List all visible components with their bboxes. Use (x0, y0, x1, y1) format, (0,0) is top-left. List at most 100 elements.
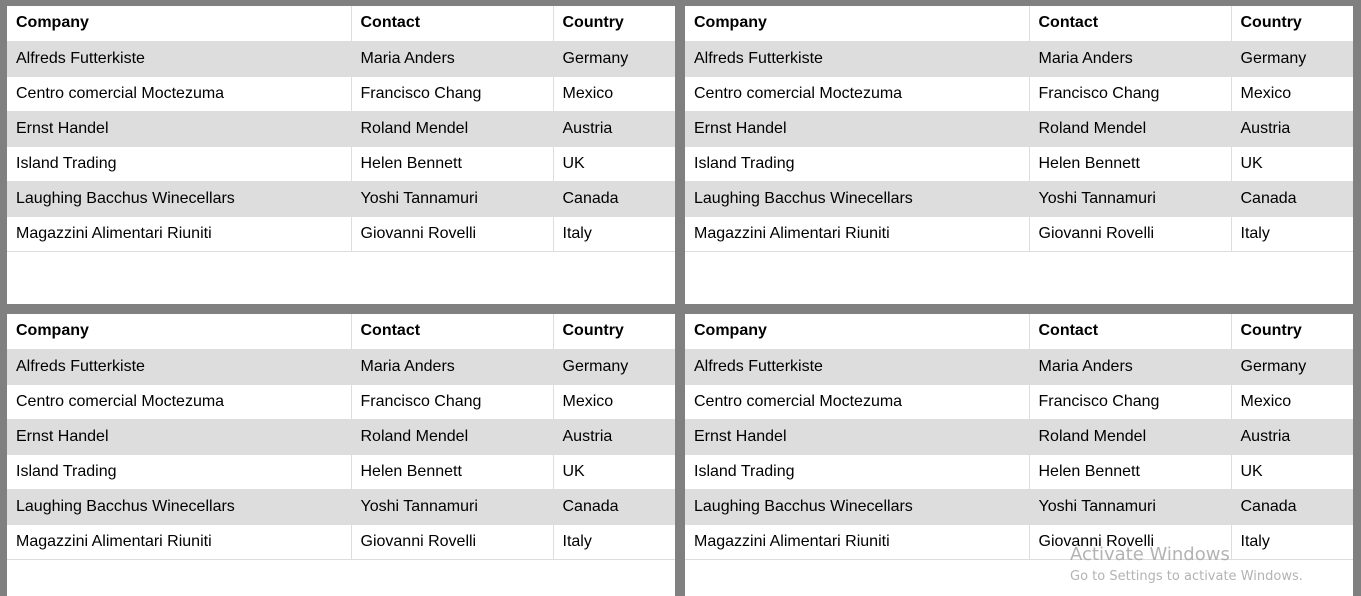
table-cell-country: Mexico (552, 384, 675, 420)
table-cell-country: UK (552, 146, 675, 182)
table-row: Ernst Handel Roland Mendel Austria (7, 111, 675, 147)
table-cell-contact: Giovanni Rovelli (1028, 216, 1231, 252)
table-row: Ernst Handel Roland Mendel Austria (685, 111, 1353, 147)
table-cell-contact: Roland Mendel (350, 419, 553, 455)
table-cell-country: Italy (552, 524, 675, 560)
table-panel-top-left: Company Contact Country Alfreds Futterkiste… (7, 6, 675, 304)
column-header-contact: Contact (1028, 314, 1231, 350)
table-cell-company: Ernst Handel (7, 419, 351, 455)
table-cell-company: Laughing Bacchus Winecellars (7, 489, 351, 525)
column-header-contact: Contact (1028, 6, 1231, 42)
table-row: Magazzini Alimentari Riuniti Giovanni Rov… (7, 524, 675, 560)
table-cell-contact: Francisco Chang (350, 384, 553, 420)
column-header-country: Country (552, 314, 675, 350)
table-cell-country: Germany (1230, 349, 1353, 385)
table-cell-country: UK (1230, 454, 1353, 490)
table-cell-contact: Francisco Chang (1028, 384, 1231, 420)
table-row: Island Trading Helen Bennett UK (7, 146, 675, 182)
table-header-row: Company Contact Country (7, 314, 675, 350)
table-cell-company: Ernst Handel (7, 111, 351, 147)
table-row: Island Trading Helen Bennett UK (7, 454, 675, 490)
table-row: Centro comercial Moctezuma Francisco Chan… (685, 76, 1353, 112)
table-cell-company: Magazzini Alimentari Riuniti (685, 524, 1029, 560)
table-cell-contact: Roland Mendel (1028, 111, 1231, 147)
table-row: Laughing Bacchus Winecellars Yoshi Tannam… (7, 489, 675, 525)
table-row: Alfreds Futterkiste Maria Anders Germany (685, 349, 1353, 385)
table-cell-country: Italy (1230, 216, 1353, 252)
table-cell-country: Italy (552, 216, 675, 252)
table-cell-company: Laughing Bacchus Winecellars (685, 181, 1029, 217)
column-header-country: Country (1230, 314, 1353, 350)
column-header-country: Country (1230, 6, 1353, 42)
table-cell-company: Island Trading (7, 454, 351, 490)
table-cell-contact: Yoshi Tannamuri (1028, 489, 1231, 525)
table-cell-country: Germany (1230, 41, 1353, 77)
column-header-company: Company (7, 314, 351, 350)
table-cell-company: Magazzini Alimentari Riuniti (7, 524, 351, 560)
column-header-country: Country (552, 6, 675, 42)
table-cell-country: Germany (552, 41, 675, 77)
table-cell-country: Austria (1230, 419, 1353, 455)
table-header-row: Company Contact Country (685, 314, 1353, 350)
table-cell-country: Mexico (552, 76, 675, 112)
table-row: Ernst Handel Roland Mendel Austria (685, 419, 1353, 455)
table-cell-contact: Helen Bennett (1028, 454, 1231, 490)
table-header-row: Company Contact Country (685, 6, 1353, 42)
table-cell-country: UK (1230, 146, 1353, 182)
column-header-company: Company (685, 314, 1029, 350)
table-row: Magazzini Alimentari Riuniti Giovanni Rov… (685, 524, 1353, 560)
table-cell-country: Canada (1230, 489, 1353, 525)
customers-table: Company Contact Country Alfreds Futterkiste… (7, 6, 675, 252)
table-cell-country: Germany (552, 349, 675, 385)
table-row: Island Trading Helen Bennett UK (685, 146, 1353, 182)
table-cell-country: Austria (552, 111, 675, 147)
table-cell-company: Ernst Handel (685, 419, 1029, 455)
table-cell-company: Alfreds Futterkiste (7, 349, 351, 385)
table-row: Centro comercial Moctezuma Francisco Chan… (685, 384, 1353, 420)
table-cell-country: Mexico (1230, 384, 1353, 420)
table-cell-company: Centro comercial Moctezuma (7, 76, 351, 112)
table-cell-company: Alfreds Futterkiste (685, 349, 1029, 385)
table-cell-country: Canada (552, 181, 675, 217)
column-header-company: Company (7, 6, 351, 42)
table-cell-company: Centro comercial Moctezuma (685, 384, 1029, 420)
table-row: Alfreds Futterkiste Maria Anders Germany (7, 349, 675, 385)
table-cell-contact: Yoshi Tannamuri (350, 181, 553, 217)
table-cell-country: Canada (552, 489, 675, 525)
table-cell-country: Mexico (1230, 76, 1353, 112)
table-cell-company: Centro comercial Moctezuma (7, 384, 351, 420)
table-cell-contact: Roland Mendel (1028, 419, 1231, 455)
table-cell-contact: Francisco Chang (350, 76, 553, 112)
table-cell-contact: Yoshi Tannamuri (1028, 181, 1231, 217)
table-header-row: Company Contact Country (7, 6, 675, 42)
column-header-company: Company (685, 6, 1029, 42)
table-row: Magazzini Alimentari Riuniti Giovanni Rov… (7, 216, 675, 252)
table-cell-country: Austria (1230, 111, 1353, 147)
column-header-contact: Contact (350, 314, 553, 350)
table-cell-contact: Roland Mendel (350, 111, 553, 147)
table-cell-company: Island Trading (685, 146, 1029, 182)
table-cell-contact: Maria Anders (350, 41, 553, 77)
table-cell-country: Canada (1230, 181, 1353, 217)
table-cell-company: Alfreds Futterkiste (7, 41, 351, 77)
table-cell-contact: Francisco Chang (1028, 76, 1231, 112)
table-row: Centro comercial Moctezuma Francisco Chan… (7, 76, 675, 112)
table-cell-contact: Helen Bennett (350, 146, 553, 182)
table-cell-company: Laughing Bacchus Winecellars (7, 181, 351, 217)
table-panel-top-right: Company Contact Country Alfreds Futterkiste… (685, 6, 1353, 304)
table-cell-company: Magazzini Alimentari Riuniti (7, 216, 351, 252)
table-cell-contact: Giovanni Rovelli (1028, 524, 1231, 560)
table-cell-contact: Maria Anders (1028, 41, 1231, 77)
table-cell-contact: Helen Bennett (350, 454, 553, 490)
table-panel-bottom-right: Company Contact Country Alfreds Futterkiste… (685, 314, 1353, 596)
table-cell-company: Alfreds Futterkiste (685, 41, 1029, 77)
table-cell-contact: Yoshi Tannamuri (350, 489, 553, 525)
table-row: Laughing Bacchus Winecellars Yoshi Tannam… (7, 181, 675, 217)
table-cell-company: Magazzini Alimentari Riuniti (685, 216, 1029, 252)
customers-table: Company Contact Country Alfreds Futterkiste… (7, 314, 675, 560)
table-cell-country: Austria (552, 419, 675, 455)
table-cell-company: Island Trading (7, 146, 351, 182)
table-cell-country: UK (552, 454, 675, 490)
table-cell-contact: Maria Anders (350, 349, 553, 385)
table-row: Centro comercial Moctezuma Francisco Chan… (7, 384, 675, 420)
